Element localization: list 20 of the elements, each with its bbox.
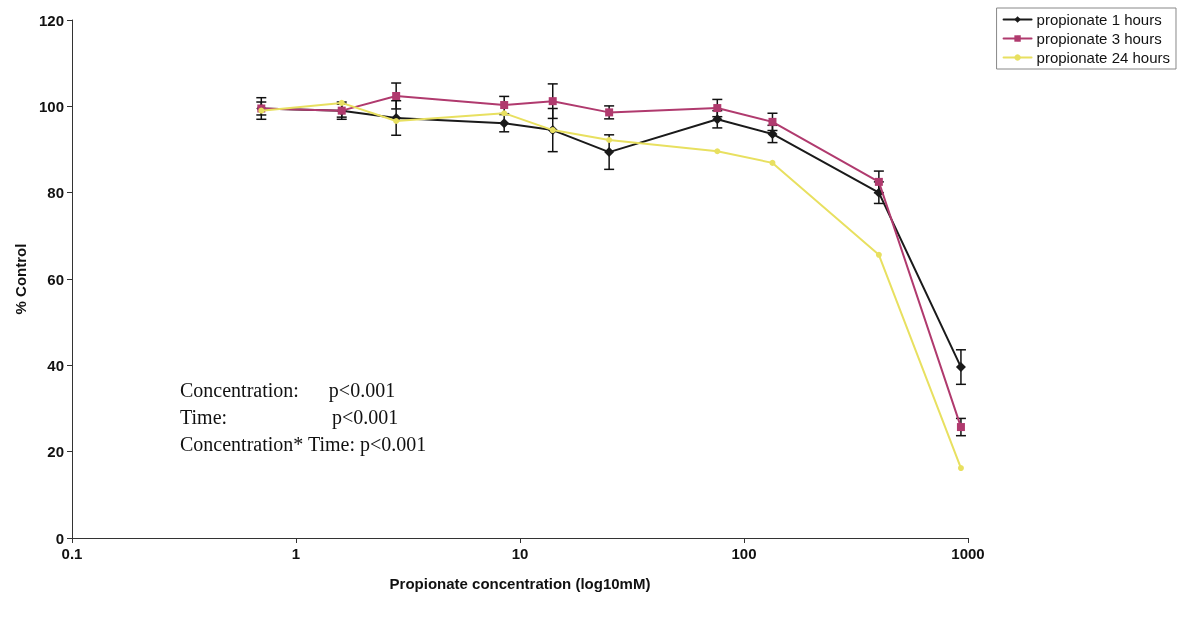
y-tick-label: 100 (38, 97, 64, 115)
y-tick-label: 0 (55, 529, 64, 547)
x-tick-label: 100 (731, 545, 757, 562)
y-tick-label: 120 (38, 11, 64, 29)
legend-label: propionate 1 hours (1036, 11, 1162, 28)
annotation: Concentration: p<0.001 (180, 379, 396, 402)
y-axis-title: % Control (12, 243, 30, 315)
legend-label: propionate 24 hours (1036, 49, 1170, 66)
annotation: Time: p<0.001 (180, 406, 399, 429)
x-axis-title: Propionate concentration (log10mM) (389, 575, 651, 592)
annotation: Concentration* Time: p<0.001 (180, 433, 427, 456)
y-tick-label: 80 (47, 184, 64, 202)
x-tick-label: 0.1 (61, 545, 83, 562)
y-tick-label: 40 (47, 356, 64, 374)
y-tick-label: 20 (47, 443, 64, 461)
x-tick-label: 1 (291, 545, 301, 562)
y-tick-label: 60 (47, 270, 64, 288)
x-tick-label: 10 (511, 545, 529, 562)
legend-label: propionate 3 hours (1036, 30, 1162, 47)
x-tick-label: 1000 (951, 545, 985, 562)
